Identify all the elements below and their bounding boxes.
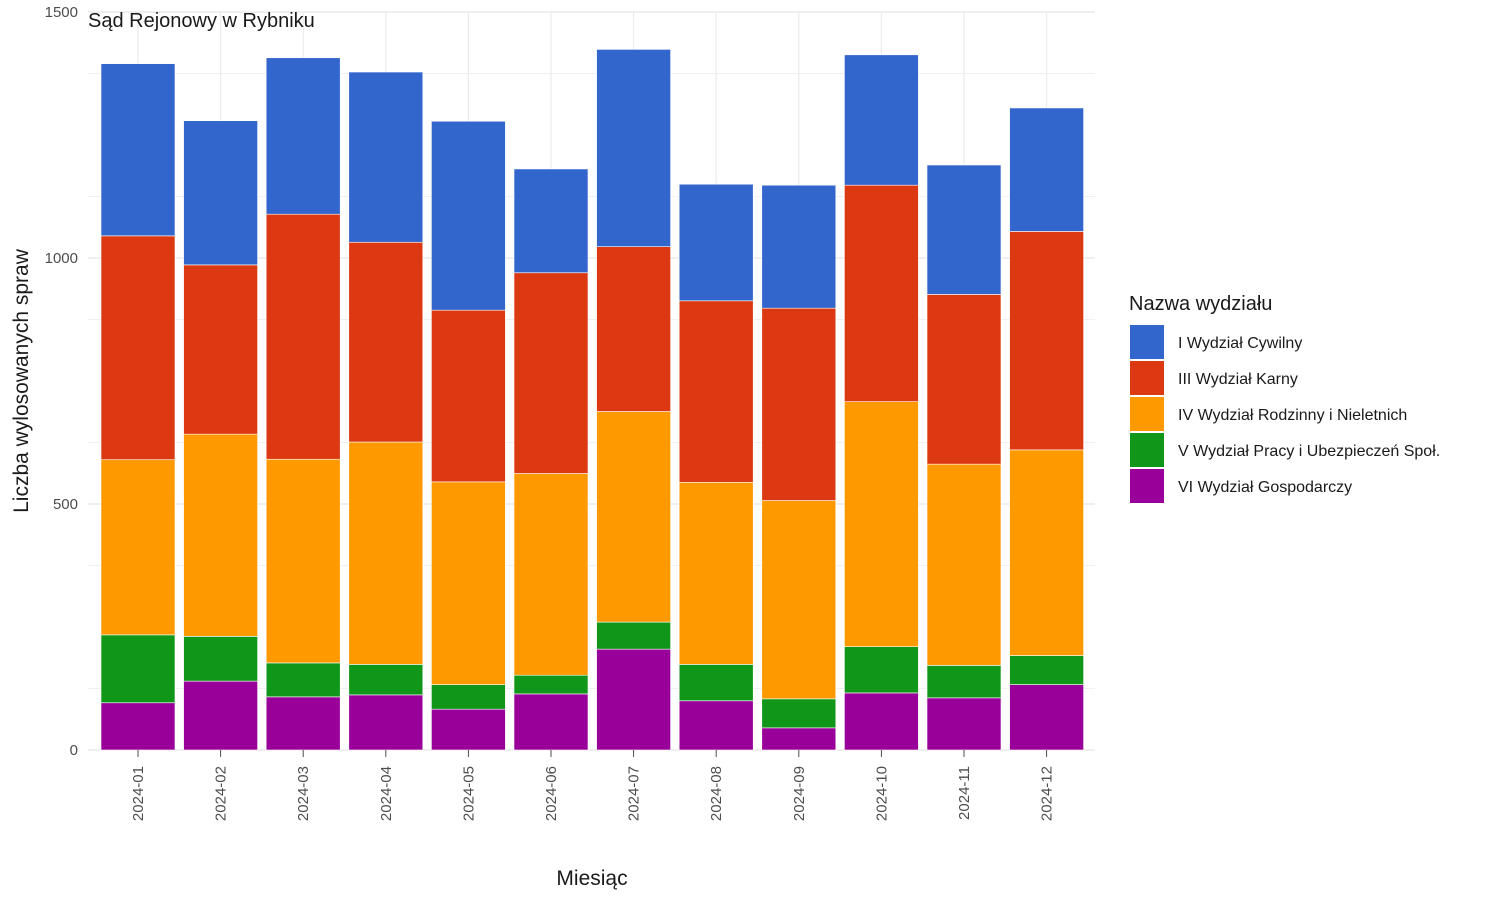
bar-segment: [513, 168, 589, 274]
y-tick-label: 0: [70, 742, 78, 759]
bar-segment: [100, 235, 176, 461]
bar-segment: [348, 664, 424, 696]
y-tick-label: 1000: [45, 250, 78, 267]
x-tick-label: 2024-09: [791, 766, 808, 821]
x-tick-label: 2024-11: [956, 766, 973, 820]
bar-segment: [844, 692, 919, 751]
x-tick-label: 2024-03: [295, 766, 312, 821]
legend-label: IV Wydział Rodzinny i Nieletnich: [1178, 407, 1407, 424]
legend-swatch: [1130, 325, 1164, 359]
bar-segment: [431, 481, 506, 685]
bar-segment: [761, 307, 837, 501]
bar-segment: [183, 120, 258, 266]
y-axis-title: Liczba wylosowanych spraw: [10, 248, 33, 513]
bar-segment: [265, 458, 341, 664]
bar-segment: [596, 411, 671, 623]
bar-segment: [926, 294, 1002, 465]
x-axis-title: Miesiąc: [556, 867, 627, 890]
bar-segment: [1009, 684, 1084, 751]
bar-segment: [183, 680, 258, 751]
x-tick-label: 2024-02: [213, 766, 230, 821]
bar-segment: [678, 183, 754, 302]
bar-segment: [678, 700, 754, 751]
x-tick-label: 2024-10: [873, 766, 890, 821]
bar-segment: [513, 674, 589, 695]
bar-segment: [678, 482, 754, 665]
bar-segment: [431, 684, 506, 710]
bar-segment: [265, 662, 341, 698]
bar-segment: [1009, 107, 1084, 232]
legend: Nazwa wydziału I Wydział Cywilny III Wydz…: [1129, 293, 1440, 503]
bar-segment: [348, 71, 424, 243]
bar-segment: [513, 272, 589, 474]
bar-segment: [431, 309, 506, 483]
bar-segment: [926, 697, 1002, 751]
x-tick-label: 2024-01: [130, 766, 147, 821]
bar-segment: [183, 636, 258, 682]
bar-segment: [100, 459, 176, 636]
bar-segment: [1009, 231, 1084, 451]
bar-segment: [926, 164, 1002, 295]
bar-segment: [100, 634, 176, 704]
bar-segment: [596, 648, 671, 751]
legend-swatch: [1130, 469, 1164, 503]
legend-swatch: [1130, 361, 1164, 395]
chart-title: Sąd Rejonowy w Rybniku: [88, 10, 315, 32]
bar-segment: [761, 500, 837, 700]
x-tick-label: 2024-07: [626, 766, 643, 821]
bar-segment: [513, 693, 589, 751]
bar-segment: [100, 702, 176, 751]
legend-swatch: [1130, 433, 1164, 467]
bar-segment: [926, 463, 1002, 666]
legend-label: I Wydział Cywilny: [1178, 335, 1302, 352]
x-tick-label: 2024-12: [1039, 766, 1056, 821]
bar-segment: [265, 213, 341, 460]
bar-segment: [844, 646, 919, 694]
legend-label: VI Wydział Gospodarczy: [1178, 479, 1352, 496]
bar-segment: [348, 441, 424, 665]
x-tick-label: 2024-08: [708, 766, 725, 821]
bar-segment: [761, 727, 837, 751]
legend-title: Nazwa wydziału: [1129, 293, 1272, 315]
bar-segment: [926, 665, 1002, 699]
bar-segment: [431, 120, 506, 311]
bars-layer: [100, 49, 1084, 751]
legend-label: V Wydział Pracy i Ubezpieczeń Społ.: [1178, 443, 1440, 460]
legend-swatch: [1130, 397, 1164, 431]
bar-segment: [678, 300, 754, 483]
bar-segment: [678, 664, 754, 702]
bar-segment: [761, 184, 837, 309]
bar-segment: [844, 401, 919, 647]
x-tick-label: 2024-04: [378, 766, 395, 821]
bar-segment: [596, 49, 671, 247]
bar-segment: [265, 57, 341, 215]
bar-segment: [100, 63, 176, 237]
bar-segment: [183, 433, 258, 637]
bar-segment: [844, 184, 919, 402]
bar-segment: [431, 708, 506, 751]
axis-layer: 0 500 1000 1500 2024-01 2024-02 2024-03 2024-04…: [45, 4, 1056, 821]
legend-items: I Wydział Cywilny III Wydział Karny IV Wyd…: [1130, 325, 1440, 503]
bar-segment: [265, 696, 341, 751]
x-tick-label: 2024-06: [543, 766, 560, 821]
bar-segment: [348, 241, 424, 443]
bar-segment: [183, 264, 258, 435]
bar-segment: [596, 246, 671, 412]
bar-segment: [1009, 449, 1084, 656]
bar-segment: [348, 694, 424, 751]
bar-segment: [513, 473, 589, 676]
bar-segment: [1009, 655, 1084, 685]
x-tick-label: 2024-05: [460, 766, 477, 821]
bar-segment: [761, 698, 837, 729]
legend-label: III Wydział Karny: [1178, 371, 1298, 388]
y-tick-label: 1500: [45, 4, 78, 21]
y-tick-label: 500: [53, 496, 78, 513]
bar-segment: [596, 621, 671, 650]
bar-segment: [844, 54, 919, 186]
